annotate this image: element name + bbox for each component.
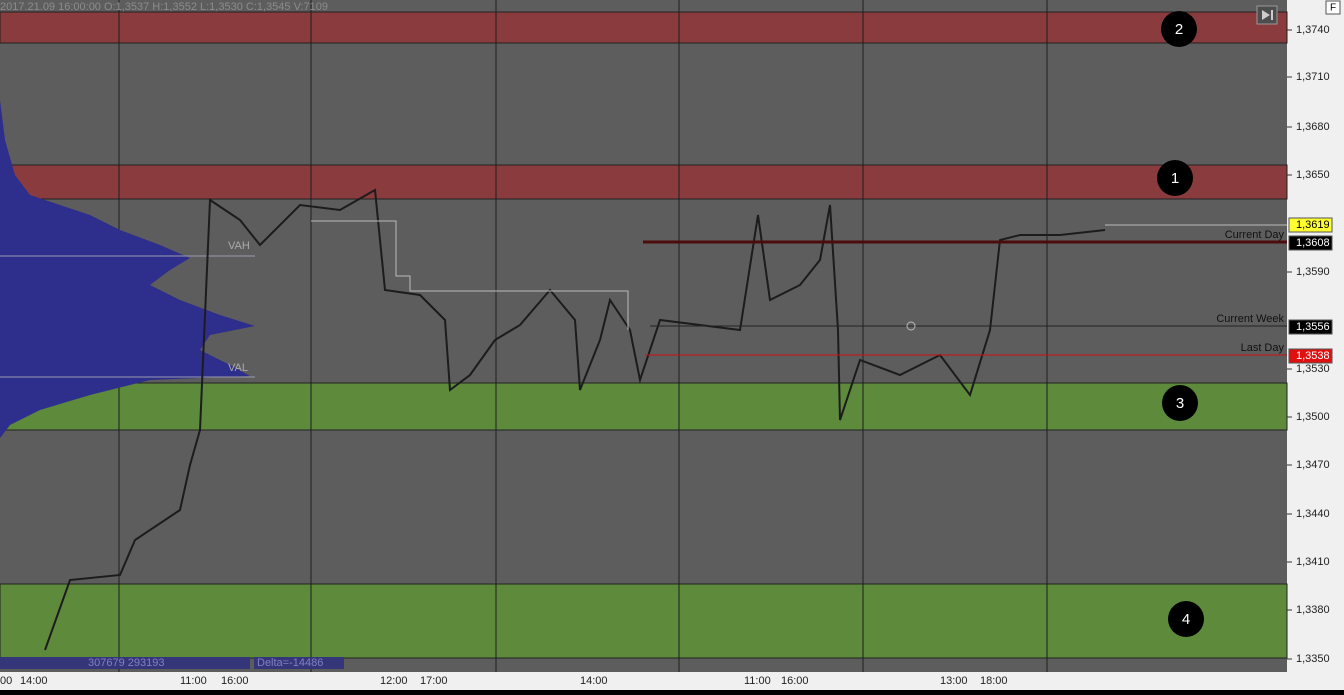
price-label: 1,3680 (1296, 121, 1330, 133)
level-label: Last Day (1241, 342, 1285, 354)
time-label: 12:00 (380, 675, 408, 687)
price-tag (1288, 217, 1333, 233)
marker (906, 321, 916, 331)
price-bars (44, 188, 1106, 651)
zone-number: 2 (1175, 21, 1183, 38)
price-tag (1288, 235, 1333, 251)
corner-button[interactable] (1325, 0, 1341, 15)
bar-info: 2017.21.09 16:00:00 O:1,3537 H:1,3552 L:… (0, 1, 328, 13)
zone-number: 4 (1182, 611, 1190, 628)
zone (0, 583, 1288, 659)
price-axis-bg (1287, 0, 1344, 690)
volume-profile (0, 100, 255, 438)
zone-badges (1157, 11, 1204, 637)
zone-number: 3 (1176, 395, 1184, 412)
plot-bg (0, 0, 1287, 672)
price-tag (1288, 319, 1333, 335)
time-label: 16:00 (221, 675, 249, 687)
price-tag-label: 1,3538 (1296, 350, 1330, 362)
price-tag (1288, 348, 1333, 364)
price-tag-label: 1,3619 (1296, 219, 1330, 231)
time-label: 16:00 (781, 675, 809, 687)
time-label: 14:00 (20, 675, 48, 687)
price-tag-label: 1,3556 (1296, 321, 1330, 333)
price-label: 1,3650 (1296, 169, 1330, 181)
corner-button-label: F (1330, 3, 1336, 14)
zone (0, 164, 1288, 200)
volume-text: 307679 293193 (88, 657, 164, 669)
price-label: 1,3740 (1296, 24, 1330, 36)
time-label: 11:00 (744, 675, 771, 687)
price-label: 1,3380 (1296, 604, 1330, 616)
price-label: 1,3470 (1296, 459, 1330, 471)
price-label: 1,3710 (1296, 71, 1330, 83)
time-axis-bg (0, 672, 1287, 690)
price-label: 1,3500 (1296, 411, 1330, 423)
time-label: 13:00 (940, 675, 968, 687)
price-tag-label: 1,3608 (1296, 237, 1330, 249)
time-label: 17:00 (420, 675, 448, 687)
price-label: 1,3350 (1296, 653, 1330, 665)
zone (0, 11, 1288, 44)
price-label: 1,3410 (1296, 556, 1330, 568)
level-label: Current Week (1216, 313, 1284, 325)
vah-label: VAH (228, 240, 250, 252)
time-label: 11:00 (180, 675, 207, 687)
time-label: 14:00 (580, 675, 608, 687)
level-label: Current Day (1225, 229, 1285, 241)
time-label: 00 (0, 675, 12, 687)
delta-box (254, 657, 344, 669)
val-label: VAL (228, 362, 248, 374)
time-label: 18:00 (980, 675, 1008, 687)
zone (0, 382, 1288, 431)
price-label: 1,3440 (1296, 508, 1330, 520)
price-label: 1,3590 (1296, 266, 1330, 278)
scroll-icon (1262, 10, 1273, 20)
poc-line (311, 220, 629, 330)
zone-number: 1 (1171, 170, 1179, 187)
volume-box (0, 657, 250, 669)
delta-text: Delta=-14486 (257, 657, 323, 669)
price-label: 1,3530 (1296, 363, 1330, 375)
